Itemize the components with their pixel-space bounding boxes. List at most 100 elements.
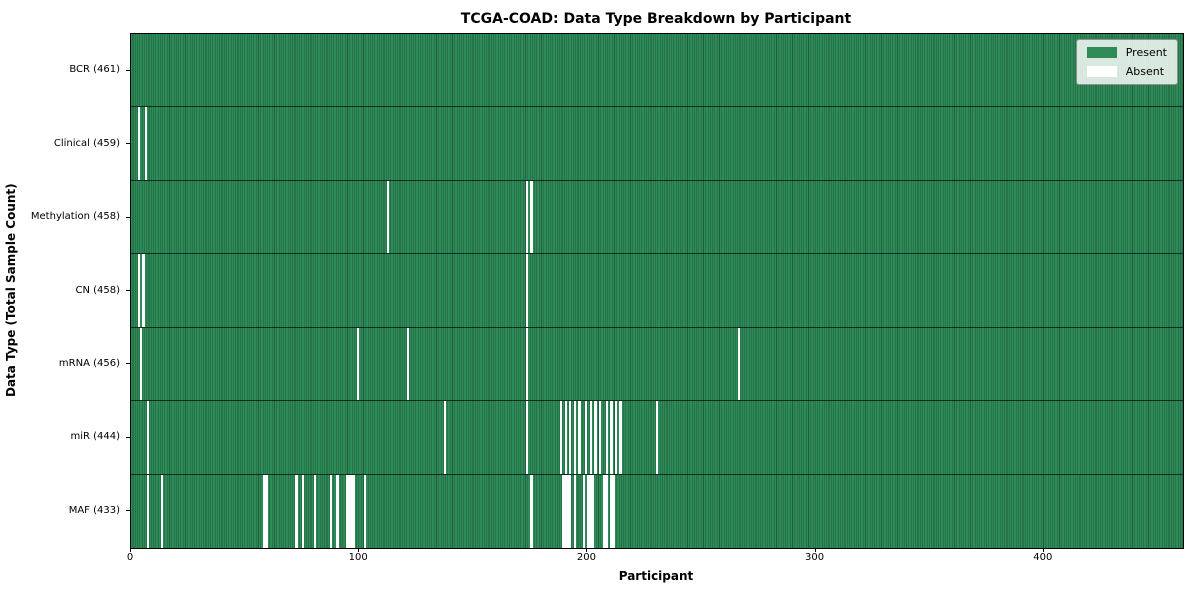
absent-mark [525, 254, 529, 327]
y-tick-label-clinical: Clinical (459) [53, 137, 120, 149]
absent-mark [263, 474, 266, 548]
y-tick-label-maf: MAF (433) [68, 504, 120, 516]
x-tick [1042, 548, 1044, 552]
x-tick [814, 548, 816, 552]
absent-mark [302, 474, 305, 548]
absent-mark [530, 474, 533, 548]
x-tick-label: 0 [126, 552, 134, 563]
y-tick-label-mir: miR (444) [70, 431, 120, 443]
legend-label-absent: Absent [1125, 65, 1165, 78]
absent-mark [347, 474, 351, 548]
absent-mark [569, 474, 572, 548]
legend-entry-absent: Absent [1086, 65, 1167, 78]
absent-mark [525, 401, 529, 474]
x-tick-label: 200 [576, 552, 596, 563]
absent-mark [407, 327, 410, 401]
absent-mark [598, 401, 602, 474]
absent-mark [350, 474, 353, 548]
absent-mark [386, 180, 389, 254]
y-tick-label-methylation: Methylation (458) [30, 211, 120, 223]
absent-mark [295, 474, 298, 548]
absent-mark [564, 401, 567, 474]
y-tick-label-mrna: mRNA (456) [58, 357, 120, 369]
absent-mark [605, 474, 608, 548]
absent-mark [564, 474, 567, 548]
absent-mark [336, 474, 339, 548]
legend-entry-present: Present [1086, 46, 1167, 59]
plot-area: Present Absent [130, 33, 1184, 549]
x-axis-title: Participant [618, 569, 694, 583]
chart-title: TCGA-COAD: Data Type Breakdown by Partic… [460, 11, 852, 27]
x-tick [130, 548, 131, 552]
absent-mark [612, 474, 615, 548]
absent-mark [356, 327, 360, 401]
legend-label-present: Present [1125, 46, 1167, 59]
absent-mark [738, 327, 741, 401]
absent-swatch-icon [1086, 66, 1117, 77]
heatmap-row-bcr [131, 34, 1183, 108]
absent-mark [352, 474, 355, 548]
y-tick [126, 290, 130, 291]
absent-mark [587, 474, 590, 548]
absent-mark [146, 474, 150, 548]
absent-mark [619, 401, 622, 474]
x-tick-label: 100 [348, 552, 368, 563]
absent-mark [594, 401, 597, 474]
absent-mark [582, 474, 586, 548]
absent-mark [610, 474, 613, 548]
y-tick [126, 436, 130, 438]
absent-mark [589, 474, 592, 548]
heatmap-row-mrna [131, 327, 1183, 402]
legend: Present Absent [1075, 39, 1178, 85]
absent-mark [573, 474, 576, 548]
x-tick-label: 400 [1033, 552, 1053, 563]
x-tick-label: 300 [805, 552, 825, 563]
absent-mark [443, 401, 446, 474]
absent-mark [525, 180, 529, 254]
heatmap-row-cn [131, 254, 1183, 328]
absent-mark [591, 474, 595, 548]
absent-mark [137, 254, 141, 327]
absent-mark [589, 401, 592, 474]
y-tick [126, 69, 130, 71]
absent-mark [566, 474, 570, 548]
absent-mark [578, 401, 581, 474]
absent-mark [146, 401, 150, 474]
y-tick [126, 216, 130, 218]
absent-mark [573, 401, 576, 474]
y-tick-label-bcr: BCR (461) [69, 64, 120, 76]
heatmap-row-mir [131, 401, 1183, 475]
y-tick [126, 510, 130, 512]
heatmap-row-methylation [131, 180, 1183, 255]
absent-mark [345, 474, 348, 548]
absent-mark [610, 401, 613, 474]
absent-mark [569, 401, 572, 474]
absent-mark [313, 474, 316, 548]
x-tick [358, 548, 360, 552]
absent-mark [605, 401, 608, 474]
absent-mark [614, 401, 618, 474]
absent-mark [560, 401, 563, 474]
heatmap-row-clinical [131, 107, 1183, 181]
absent-mark [329, 474, 332, 548]
absent-mark [530, 180, 533, 254]
heatmap-row-maf [131, 474, 1183, 548]
y-tick [126, 143, 130, 145]
absent-mark [562, 474, 565, 548]
absent-mark [655, 401, 659, 474]
y-tick-label-cn: CN (458) [75, 284, 120, 296]
absent-mark [603, 474, 606, 548]
absent-mark [363, 474, 367, 548]
x-tick [586, 548, 588, 552]
absent-mark [525, 327, 529, 401]
absent-mark [265, 474, 268, 548]
absent-mark [160, 474, 163, 548]
present-swatch-icon [1086, 47, 1117, 58]
absent-mark [585, 401, 588, 474]
absent-mark [140, 327, 143, 401]
y-tick [126, 363, 130, 365]
absent-mark [142, 254, 145, 327]
absent-mark [137, 107, 141, 180]
absent-mark [144, 107, 147, 180]
